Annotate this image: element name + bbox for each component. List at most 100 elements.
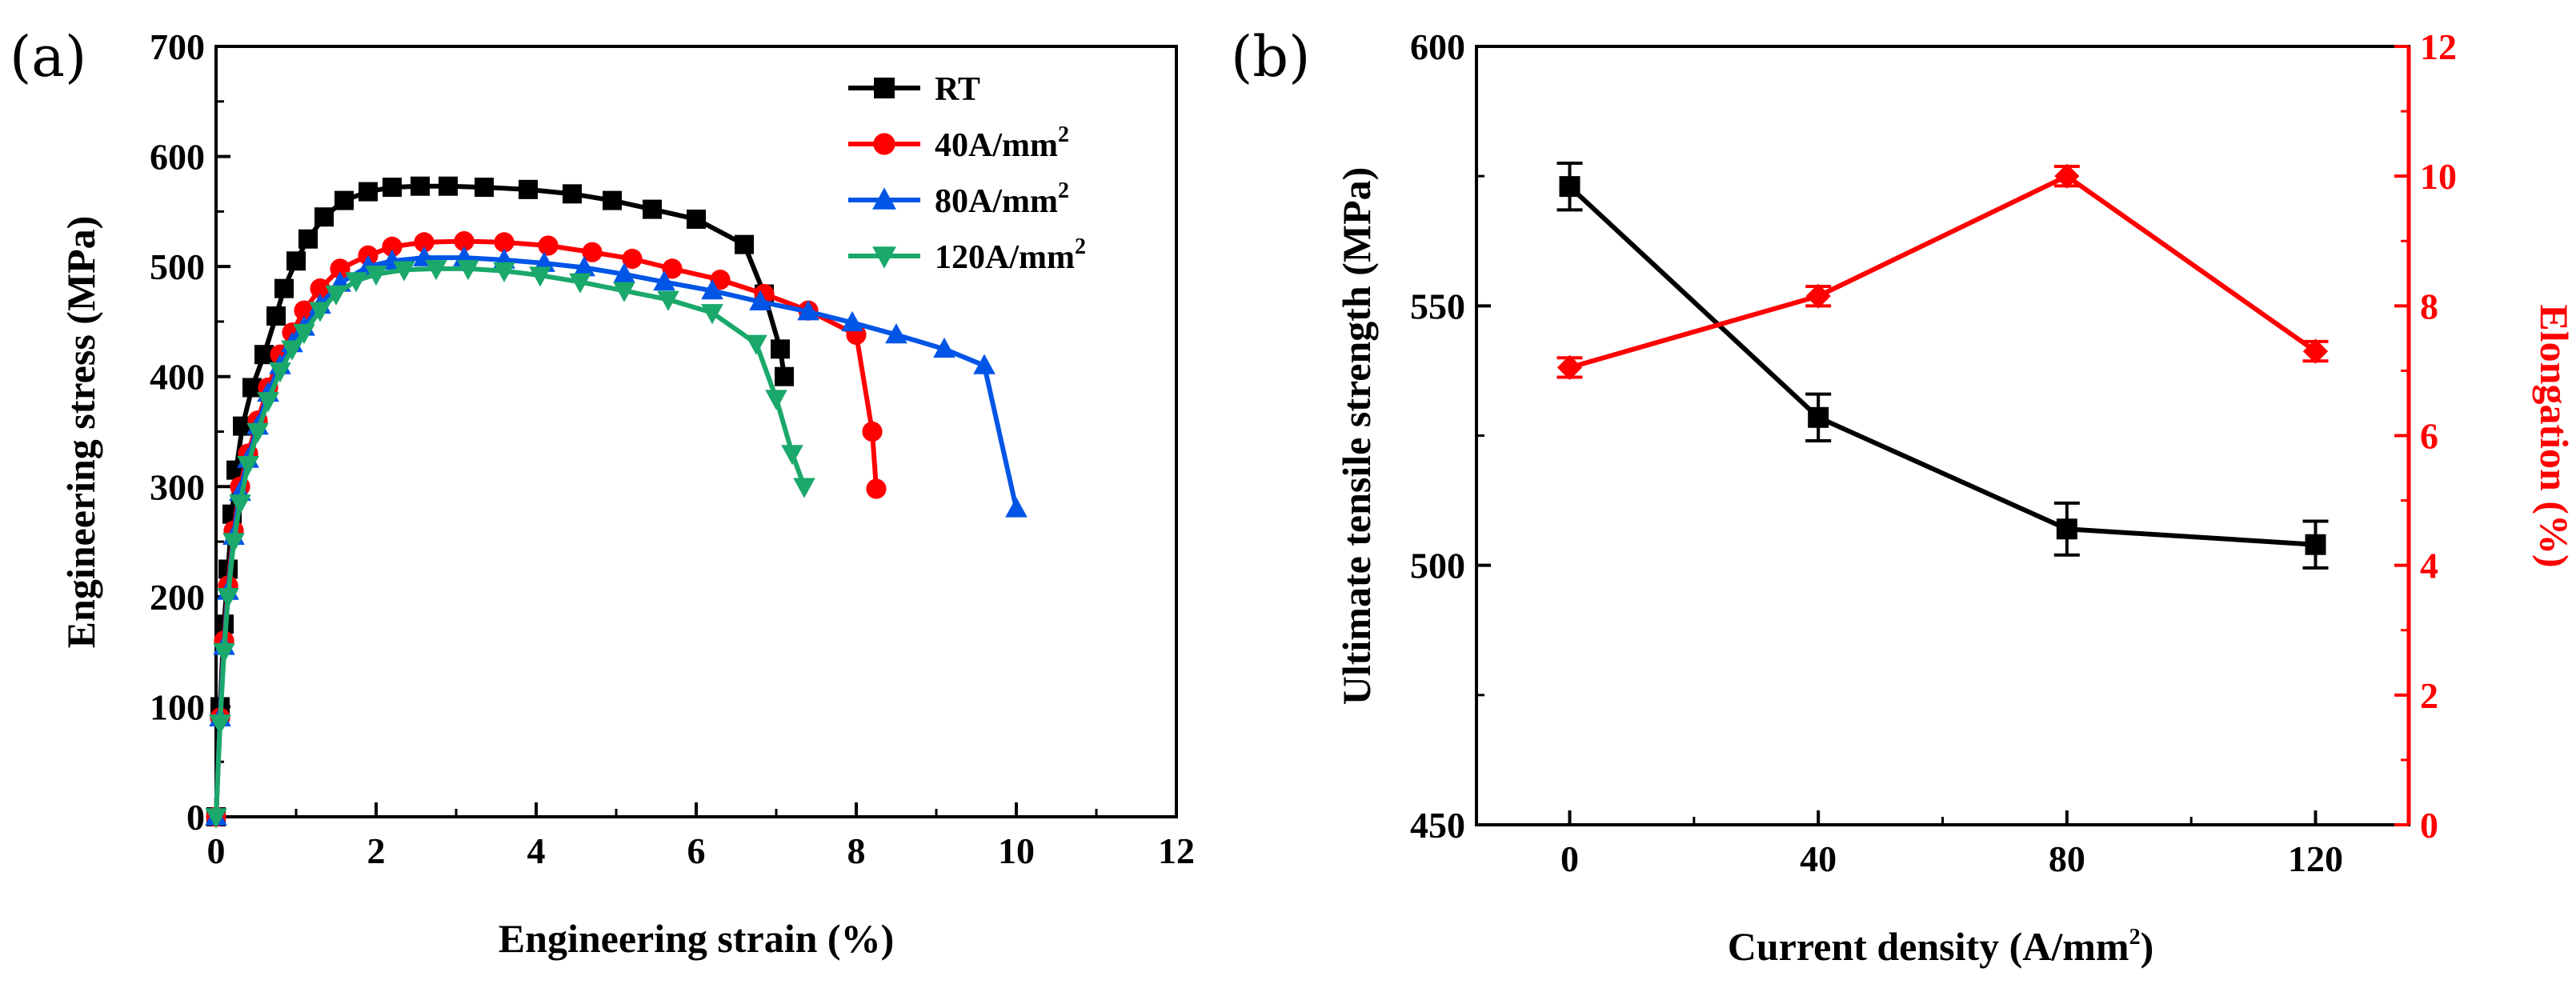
panel-a-data-point xyxy=(325,285,347,306)
panel-a-data-point xyxy=(257,392,279,413)
panel-a-data-point xyxy=(735,234,754,254)
panel-a-data-point xyxy=(425,260,447,281)
panel-b-left-y-tick-label: 550 xyxy=(1410,286,1465,326)
panel-a-data-point xyxy=(653,270,675,291)
panel-a-data-point xyxy=(414,232,435,253)
panel-b-series-uts xyxy=(1556,161,2329,570)
panel-a-y-tick-label: 0 xyxy=(186,797,205,838)
panel-a-series-a80 xyxy=(205,246,1028,826)
panel-a-x-axis-title: Engineering strain (%) xyxy=(499,916,894,961)
panel-b-data-point xyxy=(2056,518,2077,540)
panel-a-data-point xyxy=(475,178,494,198)
panel-a-y-tick-label: 300 xyxy=(150,466,205,507)
panel-a-data-point xyxy=(701,304,723,325)
panel-a-data-point xyxy=(383,178,402,198)
panel-b-series-elong xyxy=(1556,163,2329,380)
panel-b-series-line xyxy=(1568,184,2316,547)
panel-a-data-point xyxy=(330,258,351,279)
panel-a-data-point xyxy=(309,302,331,322)
panel-b-x-tick-label: 0 xyxy=(1560,838,1579,879)
panel-a-data-point xyxy=(622,248,643,270)
panel-a-data-point xyxy=(222,533,245,554)
panel-b-data-point xyxy=(2305,534,2326,555)
panel-a-data-point xyxy=(933,337,955,358)
panel-a-x-tick-label: 4 xyxy=(527,830,546,871)
panel-a-data-point xyxy=(439,176,458,196)
panel-b-x-tick-label: 120 xyxy=(2288,838,2343,879)
panel-b-x-tick-label: 40 xyxy=(1800,838,1837,879)
panel-a-data-point xyxy=(246,422,269,443)
panel-a-data-point xyxy=(454,230,475,252)
panel-b-plot-frame xyxy=(1475,45,2410,826)
panel-a-data-point xyxy=(266,306,286,326)
legend-item-a80: 80A/mm2 xyxy=(848,178,1069,220)
panel-a-data-point xyxy=(237,455,259,477)
panel-a-data-point xyxy=(335,190,354,210)
panel-a-data-point xyxy=(797,300,819,321)
panel-b-right-y-tick-label: 10 xyxy=(2420,156,2457,197)
legend-marker xyxy=(874,78,895,98)
panel-a-y-tick-label: 500 xyxy=(150,246,205,287)
legend-marker xyxy=(872,187,896,210)
panel-b-left-y-tick-label: 450 xyxy=(1410,805,1465,846)
panel-a-data-point xyxy=(603,190,622,210)
panel-b-series-line xyxy=(1568,174,2318,370)
panel-b-right-y-tick-label: 8 xyxy=(2420,286,2438,326)
panel-a-series-line xyxy=(214,266,807,818)
panel-a-data-point xyxy=(209,714,231,735)
panel-a-data-point xyxy=(885,323,907,344)
legend-item-rt: RT xyxy=(848,71,980,108)
panel-a-stress-strain-chart: (a) 0 2 4 6 8 10 12 0 100 200 300 400 500 600 700 Eng… xyxy=(10,24,1195,961)
panel-b-right-y-tick-label: 12 xyxy=(2420,26,2457,67)
panel-a-data-point xyxy=(701,279,723,300)
panel-b-data-point xyxy=(2054,163,2080,189)
panel-a-data-point xyxy=(298,229,318,249)
panel-a-series-line xyxy=(214,183,787,818)
panel-a-data-point xyxy=(745,334,767,355)
panel-b-right-y-tick-label: 0 xyxy=(2420,805,2438,846)
panel-a-series-a120 xyxy=(205,260,815,829)
panel-a-data-point xyxy=(613,262,635,283)
panel-b-data-point xyxy=(1556,354,1583,380)
panel-a-data-point xyxy=(345,272,367,293)
panel-a-data-point xyxy=(781,445,803,466)
panel-a-series-line xyxy=(214,238,879,818)
panel-b-right-y-axis-title: Elongation (%) xyxy=(2532,304,2576,567)
panel-a-data-point xyxy=(494,232,515,253)
panel-b-left-y-tick-label: 600 xyxy=(1410,26,1465,67)
panel-a-data-point xyxy=(793,478,815,498)
panel-a-data-point xyxy=(314,207,334,227)
legend-label: 80A/mm2 xyxy=(935,178,1069,220)
panel-a-data-point xyxy=(529,266,551,287)
panel-a-data-point xyxy=(973,354,996,374)
panel-b-data-point xyxy=(1808,406,1829,428)
panel-b-data-point xyxy=(1559,176,1580,198)
panel-a-x-tick-label: 8 xyxy=(847,830,866,871)
panel-b-right-y-tick-label: 4 xyxy=(2420,546,2438,586)
panel-a-y-tick-label: 200 xyxy=(150,577,205,618)
panel-a-data-point xyxy=(862,421,883,442)
legend-label: 40A/mm2 xyxy=(935,122,1069,164)
panel-a-data-point xyxy=(765,390,787,410)
panel-a-data-point xyxy=(286,251,306,271)
legend-marker xyxy=(872,246,896,269)
panel-a-data-point xyxy=(841,310,863,332)
panel-a-data-point xyxy=(457,260,479,281)
panel-b-left-y-axis-title: Ultimate tensile strength (MPa) xyxy=(1334,167,1379,706)
panel-b-x-axis-title: Current density (A/mm2) xyxy=(1728,924,2153,969)
legend-item-a120: 120A/mm2 xyxy=(848,234,1086,276)
panel-a-x-tick-label: 2 xyxy=(367,830,386,871)
panel-a-data-point xyxy=(293,323,315,345)
panel-a-data-point xyxy=(281,340,303,361)
panel-a-data-point xyxy=(582,242,603,262)
panel-a-x-tick-label: 0 xyxy=(207,830,226,871)
panel-a-data-point xyxy=(269,362,291,383)
panel-a-data-point xyxy=(613,282,635,302)
panel-a-y-tick-label: 100 xyxy=(150,686,205,727)
panel-a-data-point xyxy=(382,236,403,257)
panel-b-uts-elongation-chart: (b) 0 40 80 120 450 500 550 600 0 2 4 6 8 10 12 Curr… xyxy=(1231,24,2576,969)
panel-a-data-point xyxy=(229,494,251,515)
panel-a-x-tick-label: 6 xyxy=(687,830,706,871)
panel-a-data-point xyxy=(771,339,790,359)
